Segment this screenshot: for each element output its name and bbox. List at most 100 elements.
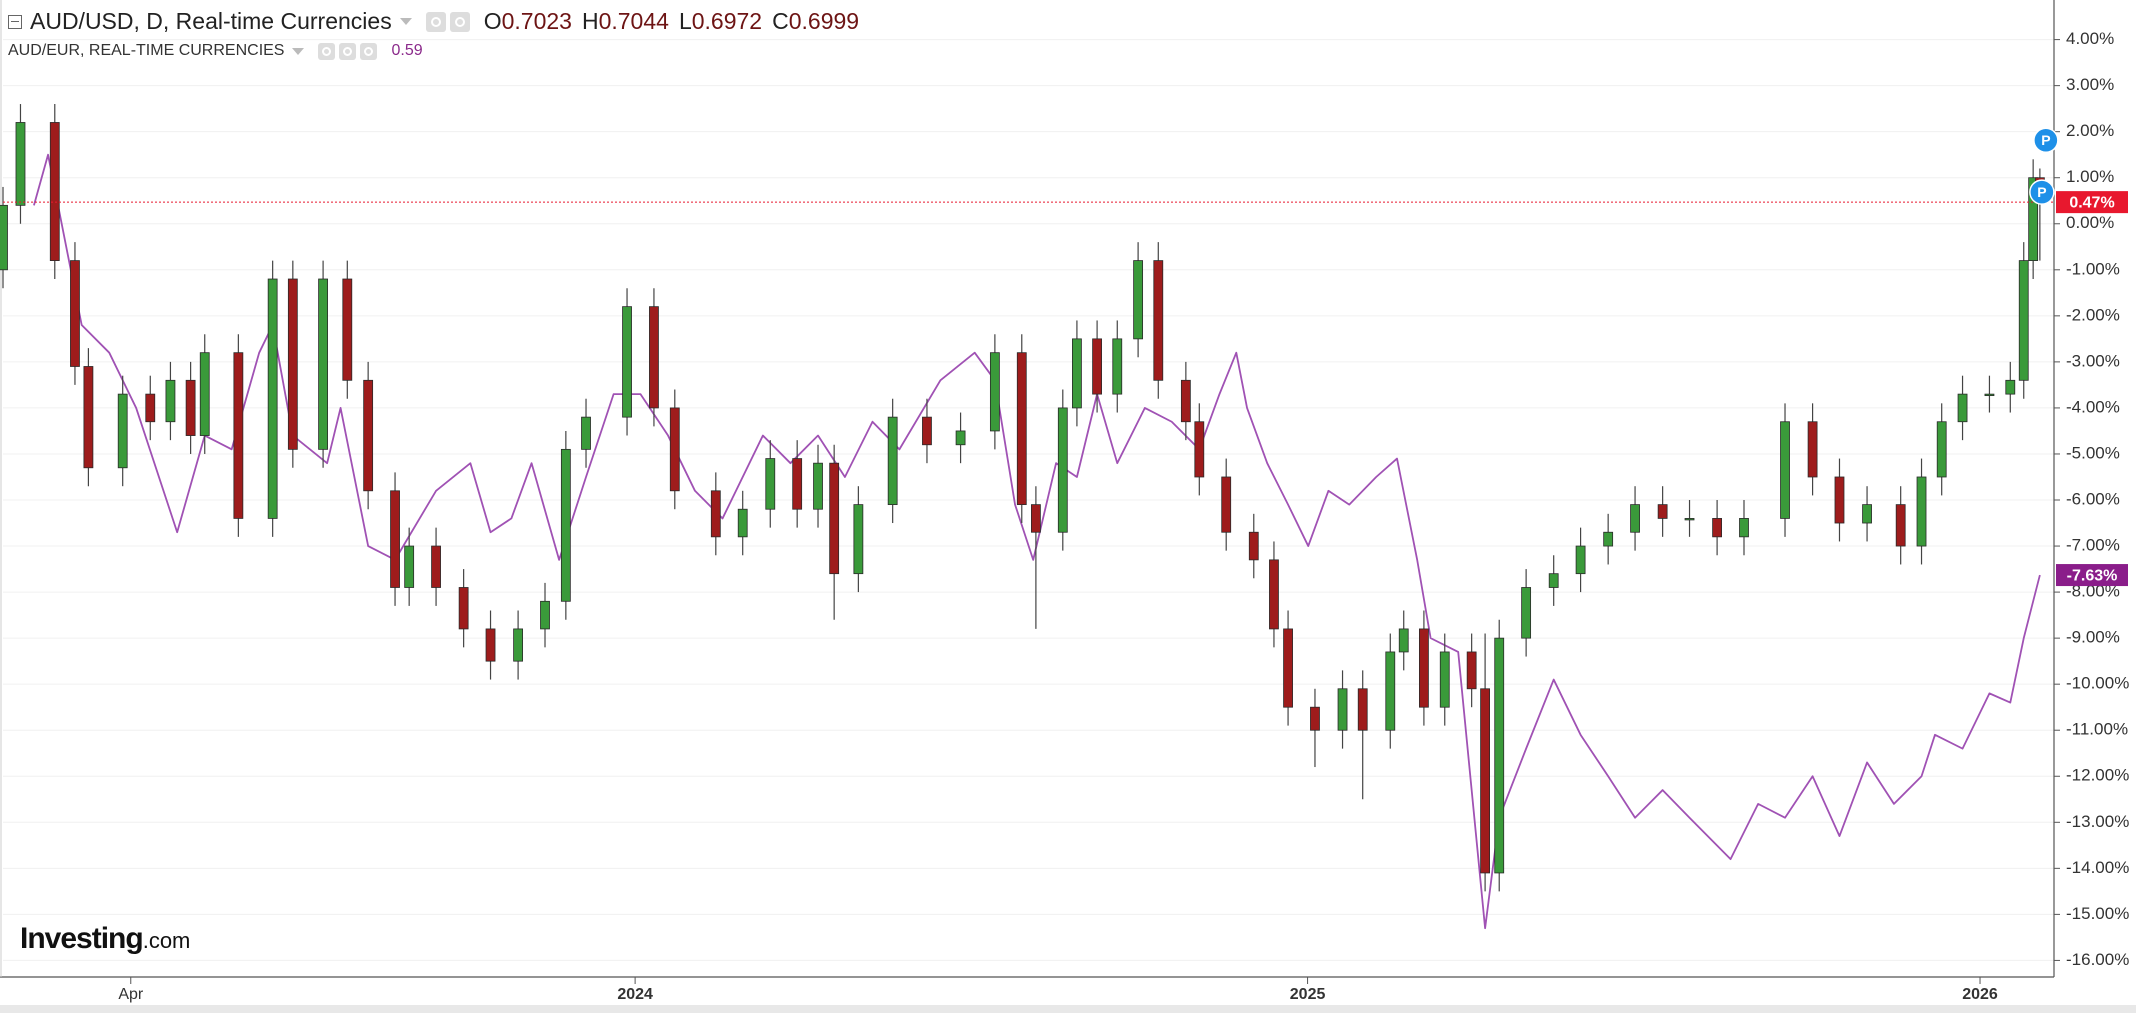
candle-body [233, 352, 244, 519]
candle-body [649, 306, 659, 409]
candle-body [887, 416, 898, 506]
candle-body [1016, 352, 1027, 506]
y-tick-label: 0.00% [2066, 213, 2114, 232]
candle-body [1862, 504, 1872, 524]
candle-body [1310, 706, 1320, 731]
candle-body [2028, 177, 2039, 261]
candle-body [1194, 421, 1205, 478]
candle-body [1739, 518, 1749, 538]
ohlc-value: 0.6999 [788, 8, 860, 34]
candle-body [1494, 637, 1505, 874]
candle-body [1092, 338, 1102, 395]
y-tick-label: -13.00% [2066, 812, 2129, 831]
candle-body [318, 278, 328, 450]
candle-body [813, 462, 823, 510]
y-tick-label: 3.00% [2066, 75, 2114, 94]
overlay-line [33, 153, 2041, 930]
y-tick-label: -16.00% [2066, 950, 2129, 969]
gear-icon[interactable] [449, 11, 470, 32]
y-tick-label: -9.00% [2066, 628, 2120, 647]
candle-body [1057, 407, 1068, 533]
candle-body [955, 430, 966, 446]
candle-body [199, 352, 210, 436]
candle-body [363, 379, 374, 492]
price-badge [2056, 191, 2128, 214]
x-tick-label: 2026 [1962, 986, 1998, 1003]
candle-body [1337, 688, 1348, 731]
main-header: AUD/USD, D, Real-time Currencies O0.7023… [8, 8, 859, 35]
settings-icon[interactable] [425, 11, 446, 32]
candle-body [1657, 504, 1668, 519]
candle-body [922, 416, 932, 446]
candle-body [1419, 628, 1429, 708]
candle-body [431, 545, 441, 588]
candle-body [1834, 476, 1845, 524]
candle-body [267, 278, 278, 519]
dropdown-caret[interactable] [292, 47, 305, 55]
candle-body [404, 545, 415, 588]
close-icon[interactable] [360, 42, 378, 60]
event-marker [2029, 179, 2055, 205]
candle-body [1439, 651, 1450, 708]
y-tick-label: -6.00% [2066, 489, 2120, 508]
candle-body [390, 490, 400, 588]
candle-body [458, 587, 469, 630]
symbol-title: AUD/USD, D, Real-time Currencies [30, 8, 392, 34]
price-badge-label: 0.47% [2069, 194, 2114, 211]
ohlc-value: 0.6972 [691, 8, 763, 34]
candle-body [165, 379, 176, 423]
candle-body [540, 600, 550, 630]
ohlc-key: C [772, 8, 789, 34]
candle-body [1548, 573, 1559, 588]
candle-body [1895, 504, 1906, 547]
y-tick-label: 2.00% [2066, 121, 2114, 140]
candle-body [342, 278, 353, 381]
candle-body [792, 458, 803, 510]
x-tick-label: 2025 [1290, 986, 1326, 1003]
candle-body [1712, 518, 1722, 538]
y-tick-label: -10.00% [2066, 674, 2129, 693]
dropdown-caret[interactable] [399, 18, 412, 25]
price-badge-label: -7.63% [2067, 567, 2118, 584]
bottom-scrollbar [0, 1005, 2136, 1013]
candle-body [2005, 379, 2016, 395]
candle-body [622, 306, 632, 418]
event-marker [2033, 127, 2059, 154]
y-tick-label: 1.00% [2066, 167, 2114, 186]
event-marker-label: P [2041, 132, 2050, 148]
candle-body [287, 278, 298, 450]
candle-body [1807, 421, 1818, 478]
collapse-button[interactable] [8, 14, 22, 29]
y-tick-label: -5.00% [2066, 443, 2120, 462]
candle-body [2018, 260, 2029, 381]
price-badge [2056, 564, 2128, 587]
candle-body [989, 352, 1000, 432]
ohlc-key: O [483, 8, 502, 34]
gear-icon[interactable] [339, 42, 357, 60]
candle-body [1030, 504, 1041, 533]
candle-body [1072, 338, 1082, 409]
candle-body [1385, 651, 1396, 731]
settings-icon[interactable] [318, 42, 336, 60]
x-tick-label: 2024 [617, 986, 653, 1003]
brand-logo: Investing .com [20, 922, 190, 956]
ohlc-value: 0.7044 [598, 8, 669, 34]
candle-body [710, 490, 721, 538]
candle-body [1575, 545, 1586, 575]
candle-body [185, 379, 196, 436]
y-tick-label: -2.00% [2066, 305, 2120, 324]
candle-body [1916, 476, 1927, 547]
candle-body [1283, 628, 1293, 708]
candle-body [83, 366, 94, 469]
ohlc-key: H [581, 8, 599, 34]
y-tick-label: -8.00% [2066, 582, 2120, 601]
overlay-title: AUD/EUR, REAL-TIME CURRENCIES [8, 42, 285, 59]
candle-body [853, 504, 864, 575]
ohlc-key: L [678, 8, 692, 34]
candle-body [1480, 688, 1490, 874]
y-tick-label: -14.00% [2066, 858, 2129, 877]
y-tick-label: -7.00% [2066, 536, 2120, 555]
candle-body [765, 458, 776, 510]
candle-body [1357, 688, 1368, 731]
